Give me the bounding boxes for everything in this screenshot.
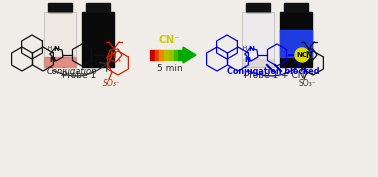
Text: SO₃⁻: SO₃⁻ <box>103 79 121 87</box>
Bar <box>280 30 312 57</box>
Bar <box>87 3 110 12</box>
Text: SO₃⁻: SO₃⁻ <box>298 79 316 87</box>
Text: N: N <box>244 57 250 63</box>
Text: +: + <box>116 58 121 62</box>
Text: H: H <box>47 47 51 52</box>
Bar <box>48 3 71 12</box>
Text: NC: NC <box>296 52 307 58</box>
Bar <box>44 57 76 67</box>
Bar <box>280 12 312 67</box>
Bar <box>155 50 160 60</box>
Bar <box>44 12 76 67</box>
Text: Conjugation: Conjugation <box>47 67 97 76</box>
Text: N: N <box>248 46 254 52</box>
Text: 5 min: 5 min <box>156 64 182 73</box>
Bar <box>242 12 274 67</box>
Bar <box>169 50 174 60</box>
Text: H: H <box>242 47 246 52</box>
Polygon shape <box>183 47 196 63</box>
FancyArrowPatch shape <box>53 63 107 76</box>
Text: N: N <box>53 46 59 52</box>
Circle shape <box>295 48 309 62</box>
Text: CN⁻: CN⁻ <box>158 35 180 45</box>
Bar <box>44 12 76 67</box>
Bar <box>174 50 178 60</box>
Bar <box>82 12 114 67</box>
Text: Conjugation blocked: Conjugation blocked <box>227 67 319 76</box>
FancyArrowPatch shape <box>248 63 302 76</box>
Text: N: N <box>49 57 55 63</box>
Text: Probe 1 + CN⁻: Probe 1 + CN⁻ <box>244 71 310 80</box>
Bar <box>178 50 183 60</box>
Bar <box>150 50 155 60</box>
Bar <box>285 3 308 12</box>
Bar <box>160 50 164 60</box>
Bar <box>246 3 270 12</box>
Text: N: N <box>305 50 311 59</box>
Bar <box>164 50 169 60</box>
Bar <box>242 12 274 67</box>
Bar <box>242 59 274 67</box>
Text: Probe 1: Probe 1 <box>62 71 96 80</box>
Text: N: N <box>110 50 116 59</box>
